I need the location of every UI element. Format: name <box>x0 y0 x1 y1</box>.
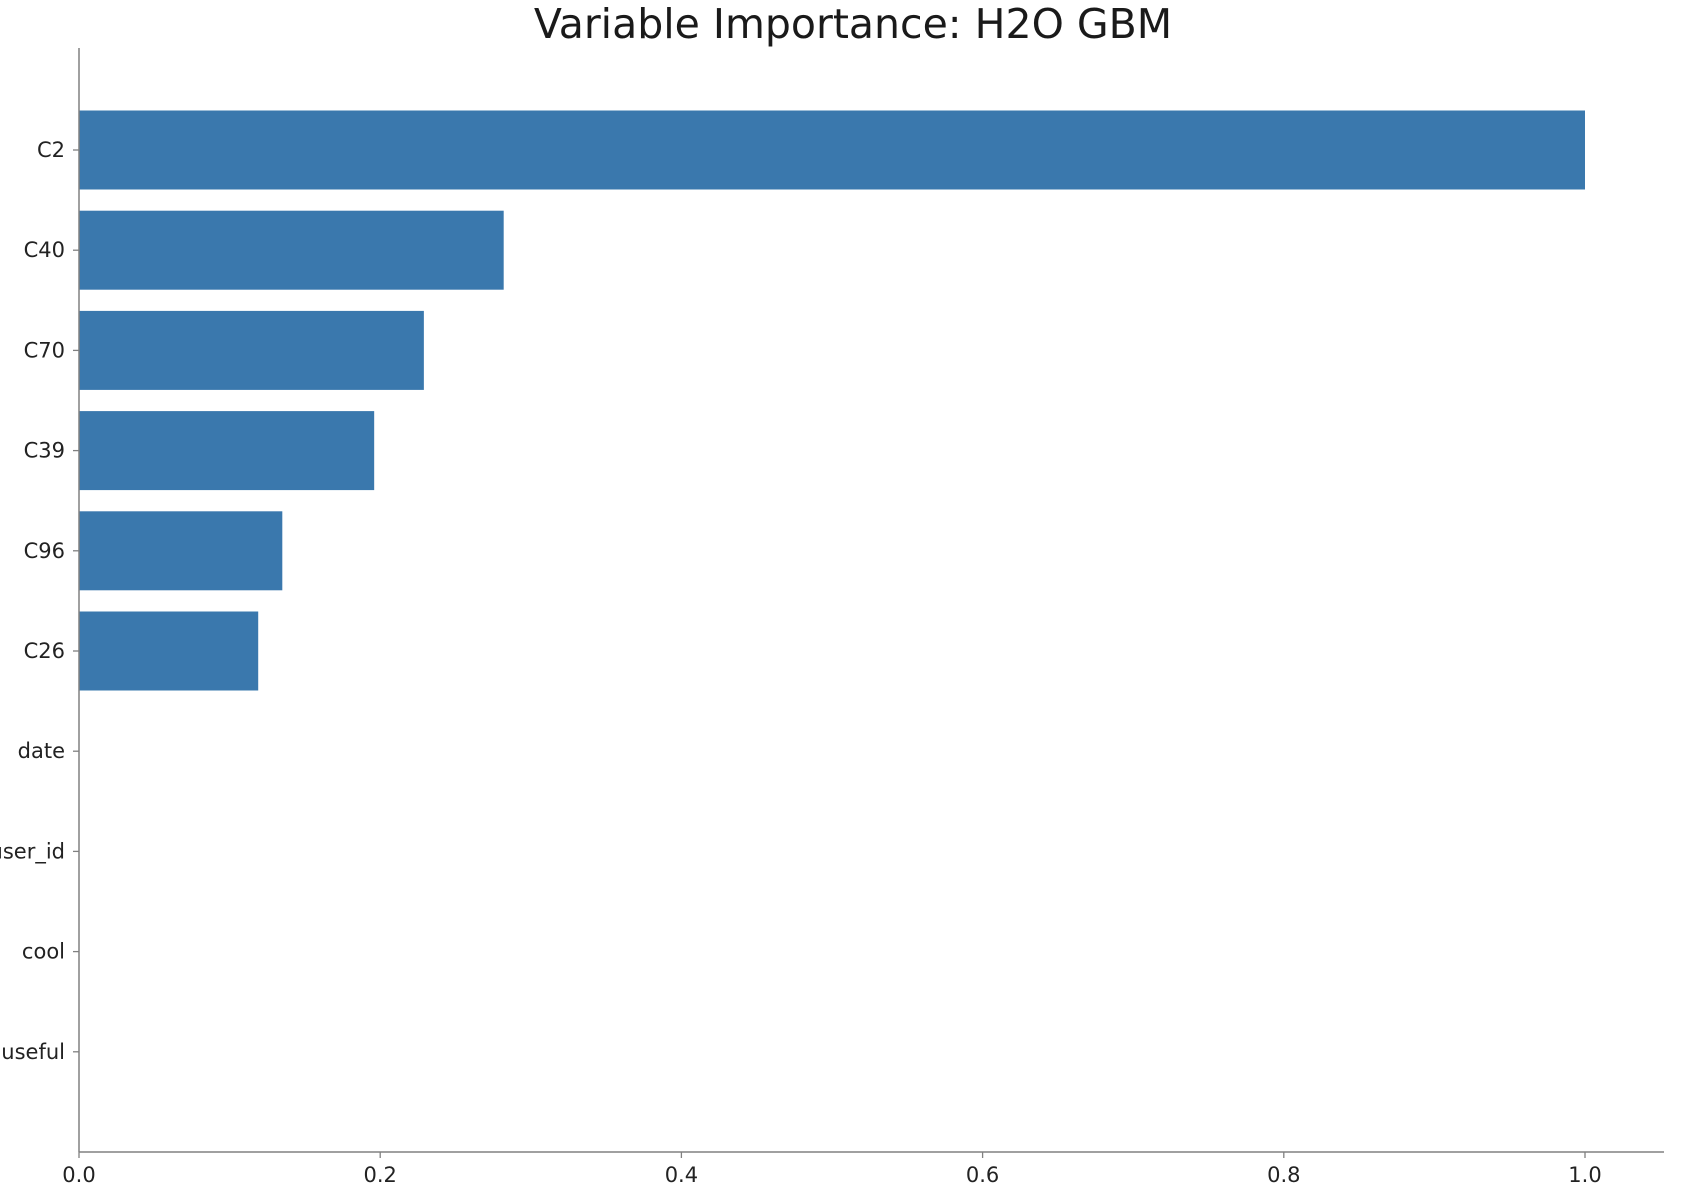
x-tick-label: 1.0 <box>1568 1163 1601 1187</box>
x-tick-label: 0.6 <box>966 1163 999 1187</box>
y-tick-label: C70 <box>24 338 65 362</box>
y-tick-label: C96 <box>24 539 65 563</box>
y-tick-label: C40 <box>24 238 65 262</box>
x-tick-label: 0.0 <box>62 1163 95 1187</box>
x-tick-label: 0.2 <box>363 1163 396 1187</box>
y-tick-label: C39 <box>24 439 65 463</box>
y-tick-label: C2 <box>37 138 65 162</box>
y-tick-label: useful <box>1 1040 65 1064</box>
y-tick-label: user_id <box>0 839 65 864</box>
x-tick-label: 0.4 <box>665 1163 698 1187</box>
bar-C26 <box>79 611 259 691</box>
bar-C40 <box>79 210 504 290</box>
bar-C39 <box>79 411 375 491</box>
bar-C96 <box>79 511 283 591</box>
chart-title: Variable Importance: H2O GBM <box>533 0 1173 48</box>
y-tick-label: date <box>18 739 65 763</box>
bar-C70 <box>79 310 424 390</box>
x-tick-label: 0.8 <box>1267 1163 1300 1187</box>
y-tick-label: cool <box>22 940 65 964</box>
bar-C2 <box>79 110 1585 190</box>
y-tick-label: C26 <box>24 639 65 663</box>
